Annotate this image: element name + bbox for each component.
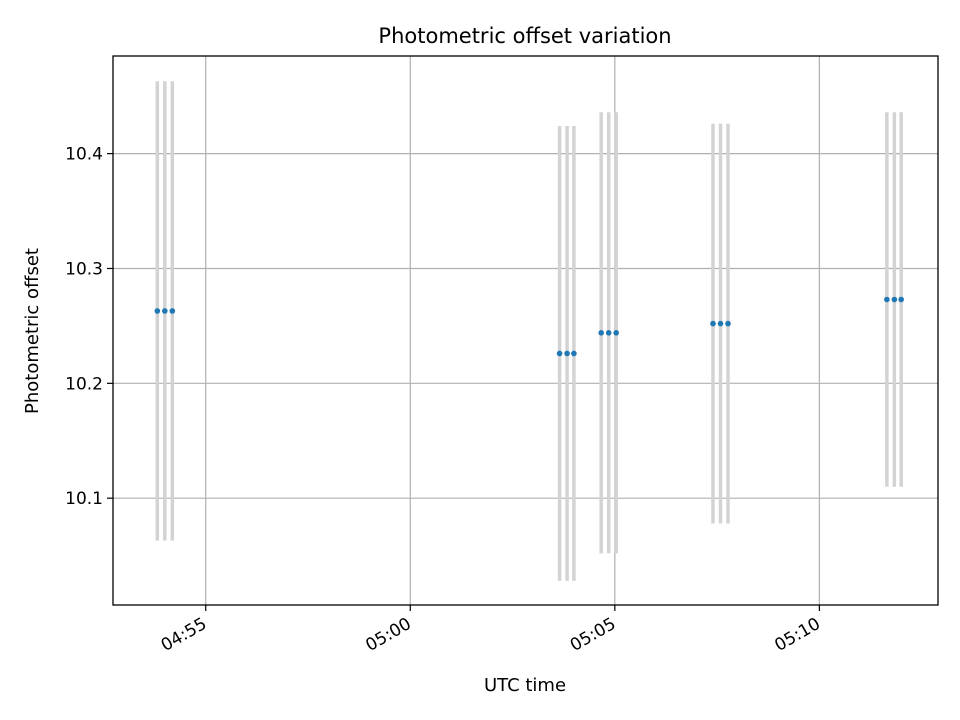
data-point bbox=[884, 296, 890, 303]
data-point bbox=[605, 329, 612, 336]
data-point bbox=[556, 350, 563, 357]
y-axis-ticks: 10.1 10.2 10.3 10.4 bbox=[65, 145, 113, 509]
y-tick-label: 10.1 bbox=[65, 489, 103, 509]
data-point bbox=[154, 308, 161, 314]
data-point bbox=[571, 350, 577, 357]
data-point bbox=[891, 296, 898, 303]
data-point bbox=[710, 320, 716, 327]
data-point bbox=[725, 320, 731, 327]
data-point bbox=[717, 320, 724, 327]
data-point bbox=[898, 296, 904, 303]
data-point bbox=[162, 308, 168, 314]
data-point bbox=[613, 329, 619, 336]
y-axis-label: Photometric offset bbox=[22, 248, 43, 414]
plot-frame bbox=[112, 55, 939, 606]
data-point bbox=[564, 350, 570, 357]
y-tick-label: 10.4 bbox=[65, 145, 103, 165]
x-axis-label: UTC time bbox=[484, 675, 566, 696]
data-points bbox=[154, 296, 904, 357]
data-point bbox=[169, 308, 176, 314]
y-tick-label: 10.2 bbox=[65, 374, 103, 394]
y-tick-label: 10.3 bbox=[65, 259, 103, 279]
data-point bbox=[598, 329, 604, 336]
chart-title: Photometric offset variation bbox=[378, 24, 671, 48]
